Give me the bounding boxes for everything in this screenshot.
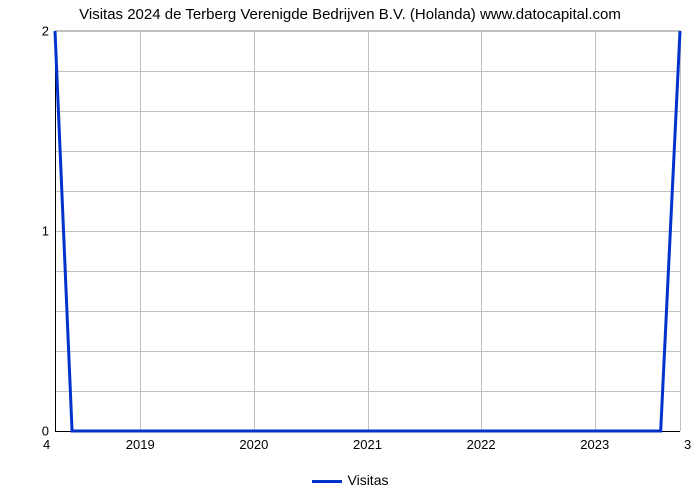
x-tick-label: 2022 [467,437,496,452]
chart-container: Visitas 2024 de Terberg Verenigde Bedrij… [0,0,700,500]
plot-area: 0122019202020212022202343 [55,30,681,431]
y-tick-label: 2 [42,24,49,39]
y-tick-label: 1 [42,224,49,239]
corner-label-right: 3 [684,437,691,452]
x-tick-label: 2021 [353,437,382,452]
legend-swatch [312,480,342,483]
legend-label: Visitas [348,472,389,488]
x-tick-label: 2019 [126,437,155,452]
x-tick-label: 2023 [580,437,609,452]
x-tick-label: 2020 [239,437,268,452]
chart-title: Visitas 2024 de Terberg Verenigde Bedrij… [0,6,700,23]
corner-label-left: 4 [43,437,50,452]
data-line [55,31,680,431]
legend: Visitas [0,472,700,488]
